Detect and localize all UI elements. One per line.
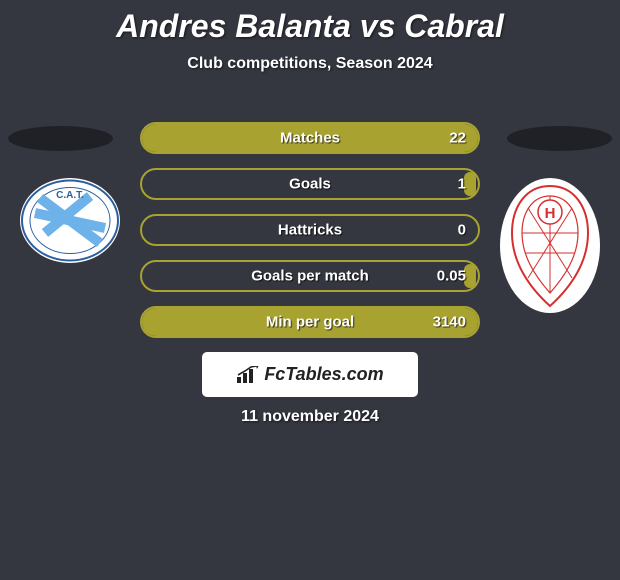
stat-label: Goals: [289, 176, 331, 193]
atletico-tucuman-crest-icon: C.A.T.: [20, 178, 120, 263]
stat-row: Min per goal 3140: [140, 306, 480, 338]
badge-shadow-right: [507, 126, 612, 151]
stat-row: Goals per match 0.05: [140, 260, 480, 292]
team-badge-right: H: [500, 178, 600, 313]
stat-label: Goals per match: [251, 268, 369, 285]
subtitle: Club competitions, Season 2024: [0, 55, 620, 73]
stat-row: Hattricks 0: [140, 214, 480, 246]
stat-row: Goals 1: [140, 168, 480, 200]
stat-value: 22: [449, 130, 466, 147]
stat-value: 0.05: [437, 268, 466, 285]
stat-label: Min per goal: [266, 314, 354, 331]
bar-chart-icon: [236, 366, 260, 384]
team-badge-left: C.A.T.: [20, 178, 120, 263]
stat-value: 3140: [433, 314, 466, 331]
stats-container: Matches 22 Goals 1 Hattricks 0 Goals per match…: [140, 122, 480, 352]
svg-text:C.A.T.: C.A.T.: [56, 190, 84, 201]
stat-value: 1: [458, 176, 466, 193]
page-title: Andres Balanta vs Cabral: [0, 0, 620, 45]
stat-row: Matches 22: [140, 122, 480, 154]
fctables-attribution: FcTables.com: [202, 352, 418, 397]
huracan-crest-icon: H: [500, 178, 600, 313]
stat-label: Matches: [280, 130, 340, 147]
fctables-label: FcTables.com: [264, 364, 383, 385]
date-label: 11 november 2024: [241, 408, 379, 426]
svg-text:H: H: [545, 205, 556, 222]
badge-shadow-left: [8, 126, 113, 151]
stat-label: Hattricks: [278, 222, 342, 239]
stat-value: 0: [458, 222, 466, 239]
